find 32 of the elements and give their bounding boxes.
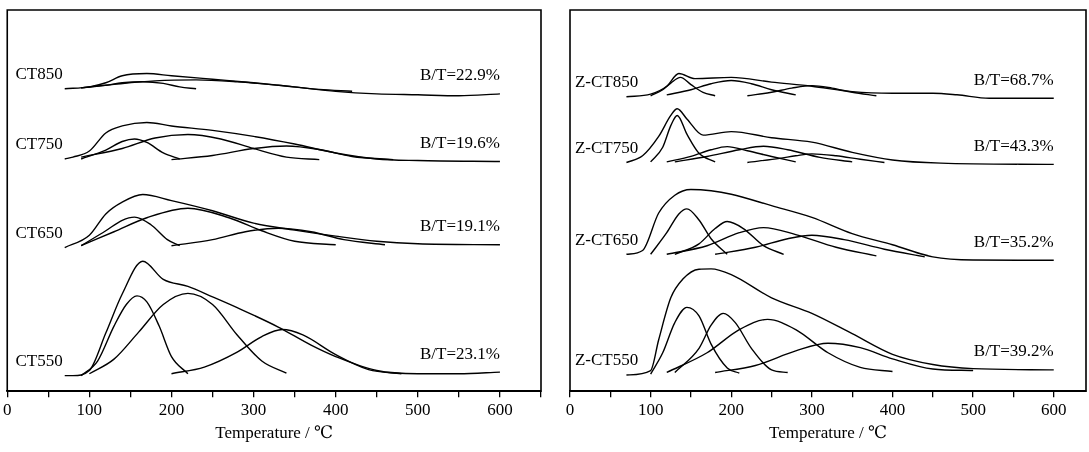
series-label: CT650: [15, 223, 63, 243]
x-axis-title: Temperature / ℃: [215, 423, 334, 443]
x-tick-label: 100: [76, 399, 103, 419]
series-label: Z-CT650: [574, 229, 639, 249]
x-tick-label: 300: [240, 399, 267, 419]
series-label: Z-CT850: [574, 72, 639, 92]
series-label: CT550: [15, 351, 63, 371]
x-tick-label: 0: [565, 399, 575, 419]
annotation: B/T=19.1%: [419, 216, 500, 236]
x-tick-label: 500: [405, 399, 431, 419]
series-label: CT850: [15, 64, 63, 84]
annotation: B/T=22.9%: [419, 65, 500, 85]
series-label: Z-CT750: [574, 137, 639, 157]
series-label: CT750: [15, 134, 63, 154]
annotation: B/T=68.7%: [973, 69, 1054, 89]
annotation: B/T=19.6%: [419, 133, 500, 152]
annotation: B/T=39.2%: [973, 341, 1054, 361]
x-axis-title: Temperature / ℃: [769, 423, 887, 443]
x-tick-label: 300: [799, 399, 825, 419]
x-tick-label: 600: [1041, 399, 1067, 419]
annotation: B/T=35.2%: [973, 231, 1054, 251]
x-tick-label: 400: [879, 399, 906, 419]
x-tick-label: 200: [158, 399, 185, 419]
series-label: Z-CT550: [574, 350, 639, 370]
x-tick-label: 600: [487, 399, 513, 419]
annotation: B/T=23.1%: [419, 343, 500, 363]
x-tick-label: 400: [322, 399, 349, 419]
x-tick-label: 100: [637, 399, 664, 419]
annotation: B/T=43.3%: [973, 135, 1054, 155]
x-tick-label: 500: [960, 399, 986, 419]
x-tick-label: 200: [718, 399, 744, 419]
x-tick-label: 0: [3, 399, 12, 419]
